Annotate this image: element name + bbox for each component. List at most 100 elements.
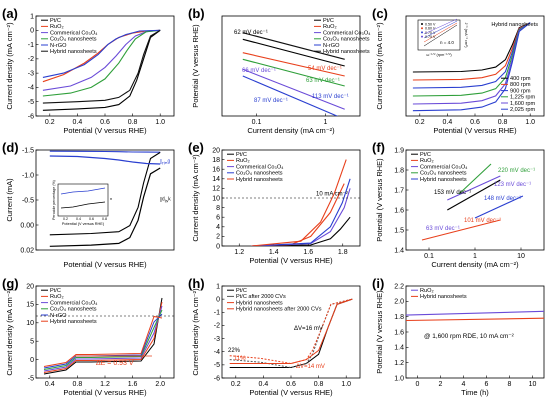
series-line	[43, 309, 163, 370]
y-axis-label: Potential (V versus RHE)	[375, 158, 384, 242]
test-condition: @ 1,600 rpm RDE, 10 mA cm⁻²	[424, 333, 514, 340]
y-tick-label: 1.0	[394, 375, 404, 382]
y-tick-label: 20	[212, 147, 220, 154]
inset-y2-label: n	[110, 196, 112, 201]
series-line	[43, 297, 163, 375]
x-tick-label: 1.4	[269, 249, 279, 256]
inset-x-tick: 0.8	[102, 217, 107, 221]
legend-entry: Commerical Co₃O₄	[50, 30, 98, 36]
y-tick-label: 10	[212, 195, 220, 202]
y-tick-label: -5	[214, 362, 220, 369]
series-line	[42, 29, 161, 111]
slope-annotation: 123 mV dec⁻¹	[494, 182, 531, 188]
panel-label: (d)	[2, 140, 19, 155]
y-tick-label: 5	[30, 339, 34, 346]
panel-label: (a)	[2, 6, 18, 21]
inset-legend-marker	[421, 23, 423, 25]
inset-frame	[57, 183, 109, 217]
series-line	[251, 178, 351, 246]
x-tick-label: 0	[416, 381, 420, 388]
annotation: ΔV=16 mV	[294, 326, 323, 332]
series-group	[42, 29, 161, 111]
x-tick-label: 0.2	[415, 119, 425, 126]
x-tick-label: 1.0	[525, 119, 535, 126]
panel-f: (f) 0.1 1 10 1.4 1.5 1.6 1.7 1.8 1.9 Current densi…	[372, 140, 545, 269]
series-line	[242, 58, 345, 87]
y-tick-label: 0.02	[20, 247, 34, 254]
x-axis-label: Current density (mA cm⁻²)	[431, 260, 519, 269]
legend-entry: Pt/C after 2000 CVs	[236, 294, 286, 300]
x-tick-label: 0.6	[286, 381, 296, 388]
slope-annotation: 62 mV dec⁻¹	[234, 30, 268, 36]
series-line	[406, 310, 544, 316]
inset-legend-entry: 0.75 V	[425, 35, 436, 39]
y-tick-label: 1.6	[394, 329, 404, 336]
panel-c: (c) 0.2 0.4 0.6 0.8 1.0 Potential (V versus RH…	[372, 6, 545, 135]
x-tick-label: 0.6	[470, 119, 480, 126]
y-axis-label: Potential (V versus RHE)	[191, 24, 200, 108]
y-axis-label: Current density (mA cm⁻²)	[191, 288, 200, 376]
series-line	[49, 155, 161, 165]
legend-entry: 1,600 rpm	[510, 101, 536, 107]
slope-annotation: 220 mV dec⁻¹	[498, 168, 535, 174]
slope-annotation: 63 mV dec⁻¹	[306, 78, 340, 84]
x-tick-label: 2.0	[155, 381, 165, 388]
legend-entry: Hybrid nanosheets	[50, 49, 97, 55]
legend-entry: Commercial Co₃O₄	[420, 164, 468, 170]
legend-entry: RuO₂	[236, 158, 250, 164]
legend-entry: Commerical Co₃O₄	[236, 164, 284, 170]
inset-y-label: Peroxide percentage (%)	[52, 180, 56, 220]
legend-entry: Hybrid nanosheets	[420, 177, 467, 183]
y-axis-label: Current density (mA cm⁻²)	[375, 22, 384, 110]
y-tick-label: 0.00	[20, 222, 34, 229]
legend-entry: RuO₂	[420, 288, 434, 294]
delta-label: ΔE = 0.93 V	[96, 360, 134, 367]
y-tick-label: 1.9	[394, 147, 404, 154]
legend-entry: Pt/C	[236, 288, 247, 294]
legend-entry: RuO₂	[420, 158, 434, 164]
legend-entry: Hybrid nanosheets	[236, 177, 283, 183]
series-line	[42, 29, 161, 97]
legend-entry: Hybrid nanosheets	[323, 49, 370, 55]
series-line	[49, 151, 161, 236]
y-tick-label: 1.6	[394, 207, 404, 214]
x-tick-label: 8	[508, 381, 512, 388]
x-tick-label: 4	[462, 381, 466, 388]
x-axis-label: Current density (mA cm⁻²)	[247, 126, 335, 135]
legend-entry: N-rGO	[50, 43, 67, 49]
y-tick-label: -1	[28, 42, 34, 49]
slope-annotation: 113 mV dec⁻¹	[312, 94, 349, 100]
y-tick-label: 6	[216, 215, 220, 222]
x-tick-label: 1	[473, 253, 477, 260]
legend-entry: RuO₂	[50, 294, 64, 300]
y-tick-label: -4	[28, 85, 34, 92]
y-tick-label: -2	[28, 56, 34, 63]
series-line	[43, 305, 163, 372]
series-line	[229, 298, 353, 364]
y-tick-label: 1.4	[394, 247, 404, 254]
legend-entry: Co₃O₄ nanosheets	[236, 171, 283, 177]
y-axis-label: Current density (mA cm⁻²)	[5, 22, 14, 110]
y-tick-label: 1.5	[394, 227, 404, 234]
y-tick-label: -5	[28, 99, 34, 106]
inset-x-label: ω⁻¹ᐟ² (rpm⁻¹ᐟ²)	[426, 53, 452, 57]
series-line	[49, 167, 161, 247]
legend-entry: 800 rpm	[510, 82, 531, 88]
series-line	[43, 315, 163, 367]
y-tick-label: -6	[28, 113, 34, 120]
series-line	[42, 29, 161, 104]
y-tick-label: -3	[28, 70, 34, 77]
reference-label: 10 mA cm⁻²	[316, 192, 348, 198]
series-line	[242, 38, 345, 67]
y-tick-label: 1.2	[394, 360, 404, 367]
series-line	[42, 29, 161, 91]
y-tick-label: -6	[214, 375, 220, 382]
y-tick-label: 20	[26, 283, 34, 290]
y-axis-label: Current (mA)	[5, 178, 14, 222]
panel-label: (c)	[372, 6, 388, 21]
legend-entry: Pt/C	[420, 152, 431, 158]
inset-line	[60, 187, 106, 195]
panel-caption: Hybrid nanosheets	[491, 22, 538, 28]
legend-entry: Pt/C	[50, 18, 61, 24]
